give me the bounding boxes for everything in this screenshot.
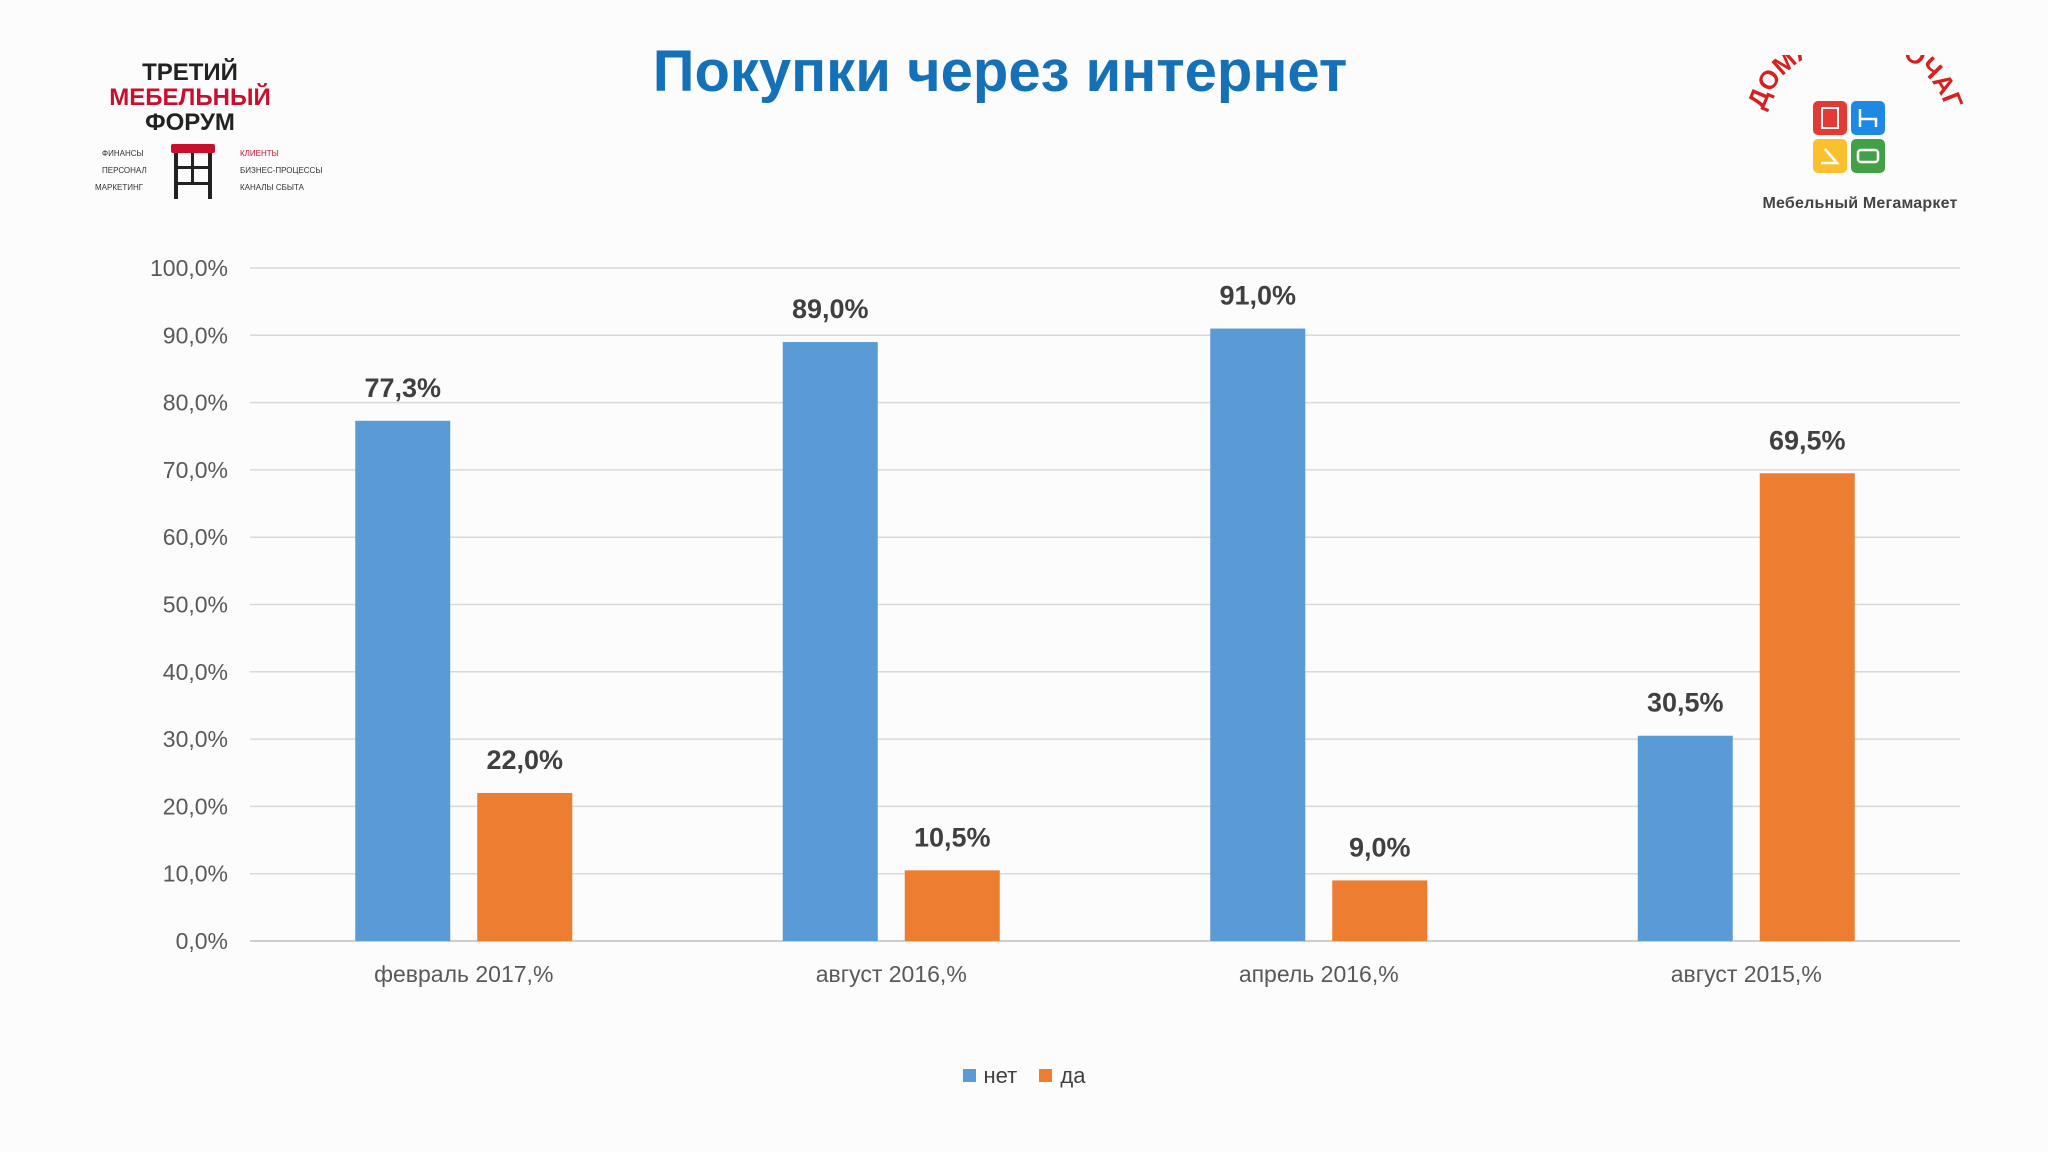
legend-label-da: да xyxy=(1060,1063,1086,1088)
data-label: 22,0% xyxy=(486,745,563,775)
x-axis: февраль 2017,% август 2016,% апрель 2016,%… xyxy=(374,961,1822,987)
legend-label-net: нет xyxy=(983,1063,1018,1088)
data-label: 10,5% xyxy=(914,822,991,852)
data-label: 91,0% xyxy=(1219,281,1296,311)
y-tick-label: 90,0% xyxy=(163,322,228,348)
y-tick-label: 10,0% xyxy=(163,861,228,887)
forum-logo: ТРЕТИЙ МЕБЕЛЬНЫЙ ФОРУМ ФИНАНСЫ ПЕРСОНАЛ … xyxy=(90,60,330,210)
legend-swatch-net xyxy=(962,1068,976,1082)
forum-right-label-2: БИЗНЕС-ПРОЦЕССЫ xyxy=(240,166,323,175)
y-tick-label: 20,0% xyxy=(163,793,228,819)
forum-right-label-1: КЛИЕНТЫ xyxy=(240,149,279,158)
chart-bars: 77,3% 22,0% 89,0% 10,5% 91,0% 9,0% 30,5% 69,5% xyxy=(355,281,1855,941)
y-tick-label: 30,0% xyxy=(163,726,228,752)
legend-item-da: да xyxy=(1039,1063,1085,1089)
x-tick-label: апрель 2016,% xyxy=(1239,961,1399,987)
data-label: 89,0% xyxy=(792,294,869,324)
data-label: 30,5% xyxy=(1647,688,1724,718)
slide-title: Покупки через интернет xyxy=(652,39,1348,104)
y-tick-label: 80,0% xyxy=(163,390,228,416)
store-tagline: Мебельный Мегамаркет xyxy=(1762,195,1958,212)
forum-logo-line2: МЕБЕЛЬНЫЙ xyxy=(109,84,271,111)
y-tick-label: 50,0% xyxy=(163,592,228,618)
x-tick-label: август 2016,% xyxy=(816,961,967,987)
y-tick-label: 60,0% xyxy=(163,524,228,550)
x-tick-label: февраль 2017,% xyxy=(374,961,553,987)
bar-net xyxy=(355,420,451,941)
store-logo: ДОМАШНИЙ ОЧАГ Мебельный Мегамаркет xyxy=(1745,55,1975,225)
forum-left-label-1: ФИНАНСЫ xyxy=(102,149,144,158)
data-label: 69,5% xyxy=(1769,425,1846,455)
y-tick-label: 40,0% xyxy=(163,659,228,685)
forum-left-label-3: МАРКЕТИНГ xyxy=(95,183,144,192)
bar-da xyxy=(1332,880,1428,941)
bar-net xyxy=(782,342,878,941)
stool-icon xyxy=(171,144,215,199)
bar-da xyxy=(477,792,573,941)
bar-net xyxy=(1210,328,1306,941)
forum-left-label-2: ПЕРСОНАЛ xyxy=(102,166,147,175)
chart-legend: нет да xyxy=(0,1063,2048,1089)
y-tick-label: 0,0% xyxy=(176,928,228,954)
y-tick-label: 70,0% xyxy=(163,457,228,483)
x-tick-label: август 2015,% xyxy=(1671,961,1822,987)
bar-net xyxy=(1637,735,1733,941)
forum-logo-line3: ФОРУМ xyxy=(145,109,235,136)
data-label: 77,3% xyxy=(364,373,441,403)
data-label: 9,0% xyxy=(1349,832,1411,862)
bar-da xyxy=(904,870,1000,941)
y-tick-label: 100,0% xyxy=(150,255,228,281)
store-logo-mark: ДОМАШНИЙ ОЧАГ xyxy=(1745,55,1969,173)
bar-da xyxy=(1759,473,1855,941)
forum-right-label-3: КАНАЛЫ СБЫТА xyxy=(240,183,304,192)
legend-item-net: нет xyxy=(962,1063,1018,1089)
forum-logo-line1: ТРЕТИЙ xyxy=(142,59,238,86)
legend-swatch-da xyxy=(1039,1068,1053,1082)
y-axis: 0,0% 10,0% 20,0% 30,0% 40,0% 50,0% 60,0% 70,0% 8… xyxy=(150,255,228,954)
